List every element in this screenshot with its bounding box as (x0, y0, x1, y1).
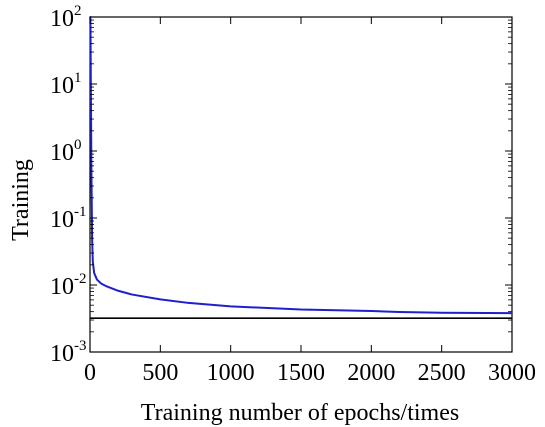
ticks-layer: 0 500 1000 1500 2000 2500 300010-310-210-11001… (50, 3, 536, 386)
x-tick-label: 500 (142, 360, 178, 386)
y-tick-base: 10 (50, 341, 74, 367)
x-tick-label: 2500 (418, 360, 466, 386)
y-tick-base: 10 (50, 73, 74, 99)
y-tick-base: 10 (50, 274, 74, 300)
y-tick-exponent: -3 (74, 338, 87, 354)
x-tick-label: 1000 (207, 360, 255, 386)
y-tick-base: 10 (50, 207, 74, 233)
x-tick-label: 3000 (488, 360, 536, 386)
y-tick-exponent: -2 (74, 271, 87, 287)
x-tick-label: 1500 (277, 360, 325, 386)
y-tick-label: 101 (50, 70, 82, 99)
y-tick-exponent: 1 (74, 70, 82, 86)
y-tick-label: 100 (50, 137, 82, 166)
y-tick-label: 10-3 (50, 338, 87, 367)
y-tick-exponent: -1 (74, 204, 87, 220)
training-curve-line (89, 16, 513, 315)
x-tick-label: 0 (84, 360, 96, 386)
series-layer (89, 16, 513, 319)
y-tick-label: 102 (50, 3, 82, 32)
y-tick-label: 10-2 (50, 271, 87, 300)
y-tick-base: 10 (50, 140, 74, 166)
y-tick-label: 10-1 (50, 204, 87, 233)
y-tick-exponent: 2 (74, 3, 82, 19)
x-axis-label: Training number of epochs/times (141, 400, 459, 426)
x-tick-label: 2000 (347, 360, 395, 386)
plot-frame (89, 16, 513, 353)
y-axis-label: Training (8, 159, 34, 241)
y-tick-exponent: 0 (74, 137, 82, 153)
y-tick-base: 10 (50, 6, 74, 32)
